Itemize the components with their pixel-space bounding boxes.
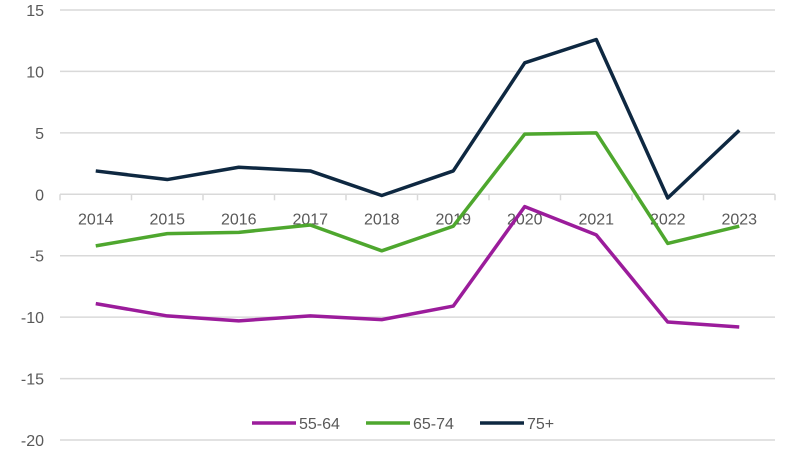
y-tick-label: -20	[21, 433, 44, 450]
x-tick-label: 2023	[721, 211, 757, 228]
legend: 55-64 65-74 75+	[252, 416, 554, 433]
x-tick-label: 2017	[292, 211, 328, 228]
y-axis-ticks: 15 10 5 0 -5 -10 -15 -20	[21, 3, 44, 450]
series-line-75+	[95, 37, 741, 200]
series-lines	[95, 37, 741, 329]
legend-item-55-64: 55-64	[252, 416, 340, 433]
x-tick-label: 2021	[578, 211, 614, 228]
legend-label: 75+	[527, 416, 554, 433]
y-tick-label: 15	[26, 3, 44, 20]
y-tick-label: -10	[21, 310, 44, 327]
x-axis-ticks: 2014 2015 2016 2017 2018 2019 2020 2021 2022 2023	[78, 211, 757, 228]
legend-item-75+: 75+	[480, 416, 554, 433]
x-tick-label: 2020	[507, 211, 543, 228]
series-line-55-64	[95, 204, 740, 329]
y-tick-label: -5	[30, 249, 44, 266]
y-tick-label: 5	[35, 126, 44, 143]
x-tick-label: 2022	[650, 211, 686, 228]
x-axis	[59, 193, 776, 201]
x-tick-label: 2018	[364, 211, 400, 228]
x-tick-label: 2016	[221, 211, 257, 228]
y-tick-label: 10	[26, 64, 44, 81]
series-line-65-74	[95, 131, 740, 253]
y-tick-label: -15	[21, 372, 44, 389]
legend-label: 65-74	[413, 416, 454, 433]
x-tick-label: 2014	[78, 211, 114, 228]
legend-item-65-74: 65-74	[366, 416, 454, 433]
x-tick-label: 2015	[149, 211, 185, 228]
y-tick-label: 0	[35, 187, 44, 204]
legend-label: 55-64	[299, 416, 340, 433]
